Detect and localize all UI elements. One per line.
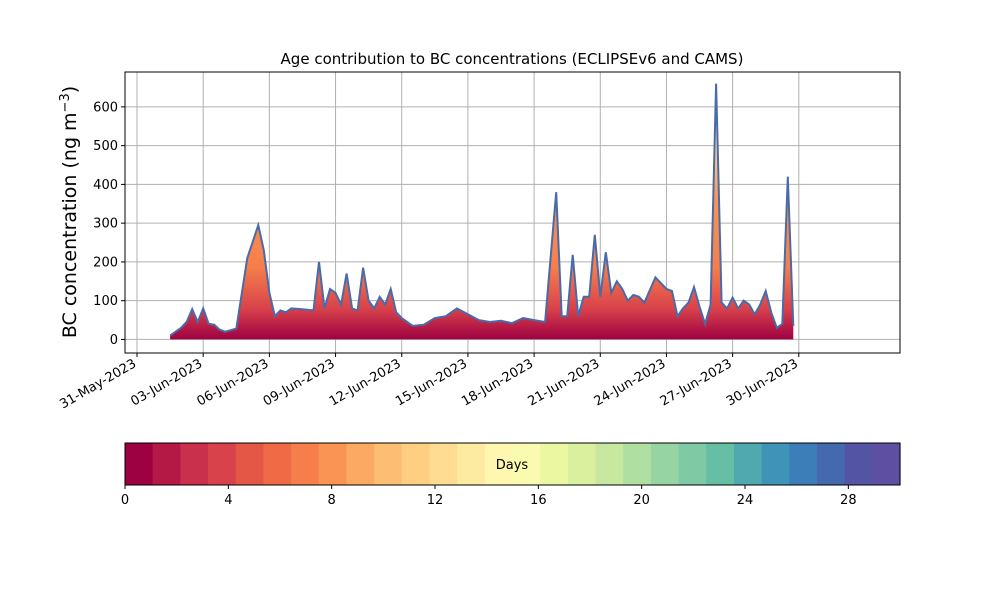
colorbar-tick-label: 16 (530, 493, 547, 508)
chart-title: Age contribution to BC concentrations (E… (281, 50, 744, 68)
y-axis-label-main: BC concentration (ng m (59, 112, 81, 338)
y-axis-label: BC concentration (ng m−3) (58, 86, 82, 338)
colorbar-tick-label: 8 (328, 493, 336, 508)
colorbar-swatch (180, 443, 209, 485)
colorbar-swatch (263, 443, 292, 485)
colorbar-swatch (318, 443, 348, 485)
y-axis-label-sup: −3 (58, 93, 73, 112)
colorbar-swatch (208, 443, 237, 485)
colorbar-swatch (374, 443, 403, 485)
colorbar-swatch (429, 443, 458, 485)
colorbar-tick-label: 28 (840, 493, 857, 508)
x-tick-label: 03-Jun-2023 (128, 356, 205, 409)
grid (125, 72, 900, 353)
x-axis: 31-May-202303-Jun-202306-Jun-202309-Jun-… (57, 353, 801, 412)
plot-frame (124, 71, 901, 354)
x-tick-label: 27-Jun-2023 (658, 356, 735, 409)
y-axis: 0 100 200 300 400 500 600 (93, 100, 125, 348)
x-tick-label: 15-Jun-2023 (393, 356, 470, 409)
y-tick-label: 500 (93, 139, 118, 154)
colorbar-tick-label: 12 (427, 493, 444, 508)
colorbar-tick-label: 0 (121, 493, 129, 508)
colorbar-tick-label: 24 (737, 493, 754, 508)
x-tick-label: 24-Jun-2023 (592, 356, 669, 409)
x-tick-label: 06-Jun-2023 (195, 356, 272, 409)
colorbar-swatch (346, 443, 375, 485)
y-axis-label-close: ) (59, 86, 81, 93)
colorbar-swatch (706, 443, 735, 485)
colorbar-swatch (733, 443, 763, 485)
colorbar-swatch (623, 443, 652, 485)
colorbar-swatch (595, 443, 624, 485)
y-tick-label: 400 (93, 178, 118, 193)
colorbar-swatch (789, 443, 818, 485)
y-tick-label: 0 (110, 333, 118, 348)
colorbar-swatch (567, 443, 597, 485)
age-area (170, 83, 794, 340)
colorbar-label: Days (496, 458, 529, 473)
y-tick-label: 100 (93, 294, 118, 309)
x-tick-label: 30-Jun-2023 (724, 356, 801, 409)
colorbar-swatch (125, 443, 154, 485)
colorbar-swatch (152, 443, 181, 485)
x-tick-label: 12-Jun-2023 (327, 356, 404, 409)
colorbar-swatch (761, 443, 790, 485)
colorbar-frame (124, 442, 901, 486)
colorbar-swatch (401, 443, 431, 485)
colorbar-swatch (512, 443, 541, 485)
colorbar-swatch (235, 443, 264, 485)
colorbar-swatch (650, 443, 680, 485)
area-layer (170, 83, 794, 340)
colorbar: 0 4 8 12 16 20 24 28 (121, 442, 901, 508)
colorbar-swatch (540, 443, 569, 485)
colorbar-swatch (816, 443, 846, 485)
colorbar-swatch (678, 443, 707, 485)
colorbar-swatch (484, 443, 514, 485)
total-line-layer (169, 83, 795, 337)
x-tick-label: 09-Jun-2023 (261, 356, 338, 409)
colorbar-swatch (844, 443, 873, 485)
x-tick-label: 18-Jun-2023 (459, 356, 536, 409)
total-line (169, 83, 795, 337)
colorbar-tick-label: 20 (633, 493, 650, 508)
y-tick-label: 600 (93, 100, 118, 115)
colorbar-swatch (291, 443, 320, 485)
colorbar-swatch (457, 443, 486, 485)
y-tick-label: 300 (93, 217, 118, 232)
x-tick-label: 31-May-2023 (57, 356, 139, 412)
colorbar-swatch (872, 443, 901, 485)
y-tick-label: 200 (93, 255, 118, 270)
colorbar-tick-label: 4 (224, 493, 232, 508)
x-tick-label: 21-Jun-2023 (525, 356, 602, 409)
